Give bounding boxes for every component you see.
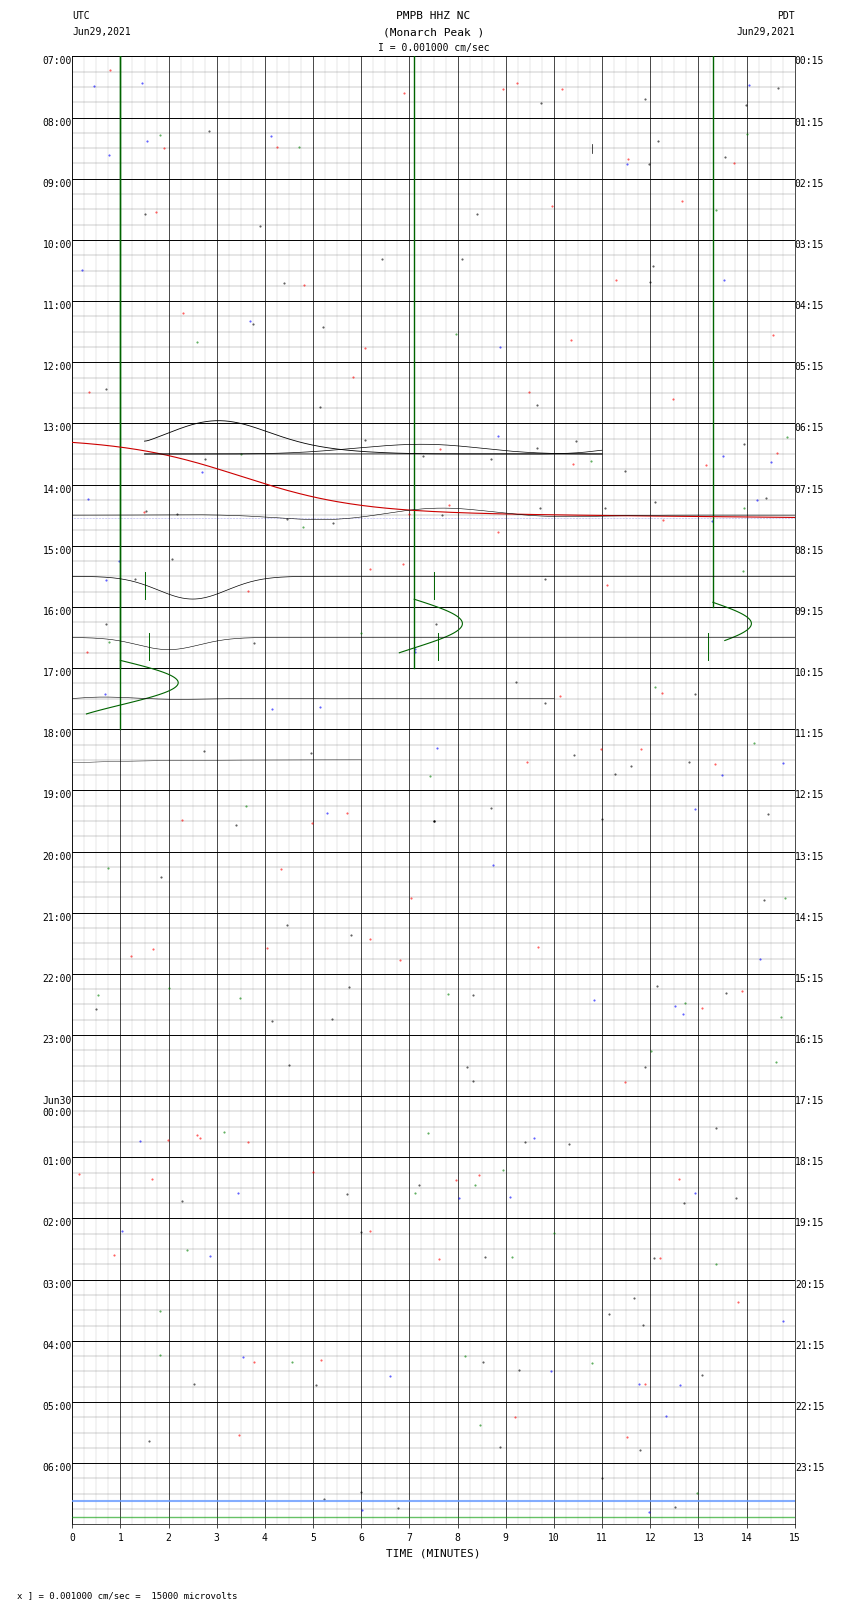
Text: 23:00: 23:00: [42, 1036, 72, 1045]
Text: 13:00: 13:00: [42, 424, 72, 434]
Text: 17:00: 17:00: [42, 668, 72, 677]
Text: 14:15: 14:15: [795, 913, 824, 923]
Text: 10:00: 10:00: [42, 240, 72, 250]
Text: PMPB HHZ NC: PMPB HHZ NC: [396, 11, 471, 21]
Text: 06:15: 06:15: [795, 424, 824, 434]
Text: 01:00: 01:00: [42, 1158, 72, 1168]
Text: 10:15: 10:15: [795, 668, 824, 677]
Text: 20:00: 20:00: [42, 852, 72, 861]
Text: 18:00: 18:00: [42, 729, 72, 739]
Text: 09:00: 09:00: [42, 179, 72, 189]
Text: 16:00: 16:00: [42, 606, 72, 616]
Text: 04:15: 04:15: [795, 302, 824, 311]
Text: 19:15: 19:15: [795, 1218, 824, 1229]
Text: Jun29,2021: Jun29,2021: [736, 27, 795, 37]
Text: 12:00: 12:00: [42, 363, 72, 373]
Text: x ] = 0.001000 cm/sec =  15000 microvolts: x ] = 0.001000 cm/sec = 15000 microvolts: [17, 1590, 237, 1600]
Text: 05:00: 05:00: [42, 1402, 72, 1411]
Text: 09:15: 09:15: [795, 606, 824, 616]
Text: (Monarch Peak ): (Monarch Peak ): [382, 27, 484, 37]
X-axis label: TIME (MINUTES): TIME (MINUTES): [386, 1548, 481, 1558]
Text: PDT: PDT: [777, 11, 795, 21]
Text: 20:15: 20:15: [795, 1279, 824, 1290]
Text: 18:15: 18:15: [795, 1158, 824, 1168]
Text: 14:00: 14:00: [42, 484, 72, 495]
Text: 11:00: 11:00: [42, 302, 72, 311]
Text: I = 0.001000 cm/sec: I = 0.001000 cm/sec: [377, 44, 490, 53]
Text: 22:00: 22:00: [42, 974, 72, 984]
Text: 21:00: 21:00: [42, 913, 72, 923]
Text: 12:15: 12:15: [795, 790, 824, 800]
Text: 03:00: 03:00: [42, 1279, 72, 1290]
Text: 13:15: 13:15: [795, 852, 824, 861]
Text: 15:15: 15:15: [795, 974, 824, 984]
Text: 05:15: 05:15: [795, 363, 824, 373]
Text: UTC: UTC: [72, 11, 90, 21]
Text: 16:15: 16:15: [795, 1036, 824, 1045]
Text: Jun30
00:00: Jun30 00:00: [42, 1097, 72, 1118]
Text: 07:15: 07:15: [795, 484, 824, 495]
Text: 01:15: 01:15: [795, 118, 824, 127]
Text: 08:00: 08:00: [42, 118, 72, 127]
Text: 02:15: 02:15: [795, 179, 824, 189]
Text: Jun29,2021: Jun29,2021: [72, 27, 131, 37]
Text: 11:15: 11:15: [795, 729, 824, 739]
Text: 21:15: 21:15: [795, 1340, 824, 1350]
Text: 23:15: 23:15: [795, 1463, 824, 1473]
Text: 22:15: 22:15: [795, 1402, 824, 1411]
Text: 03:15: 03:15: [795, 240, 824, 250]
Text: 08:15: 08:15: [795, 545, 824, 556]
Text: 07:00: 07:00: [42, 56, 72, 66]
Text: 15:00: 15:00: [42, 545, 72, 556]
Text: 19:00: 19:00: [42, 790, 72, 800]
Text: 17:15: 17:15: [795, 1097, 824, 1107]
Text: 02:00: 02:00: [42, 1218, 72, 1229]
Text: 04:00: 04:00: [42, 1340, 72, 1350]
Text: 00:15: 00:15: [795, 56, 824, 66]
Text: 06:00: 06:00: [42, 1463, 72, 1473]
